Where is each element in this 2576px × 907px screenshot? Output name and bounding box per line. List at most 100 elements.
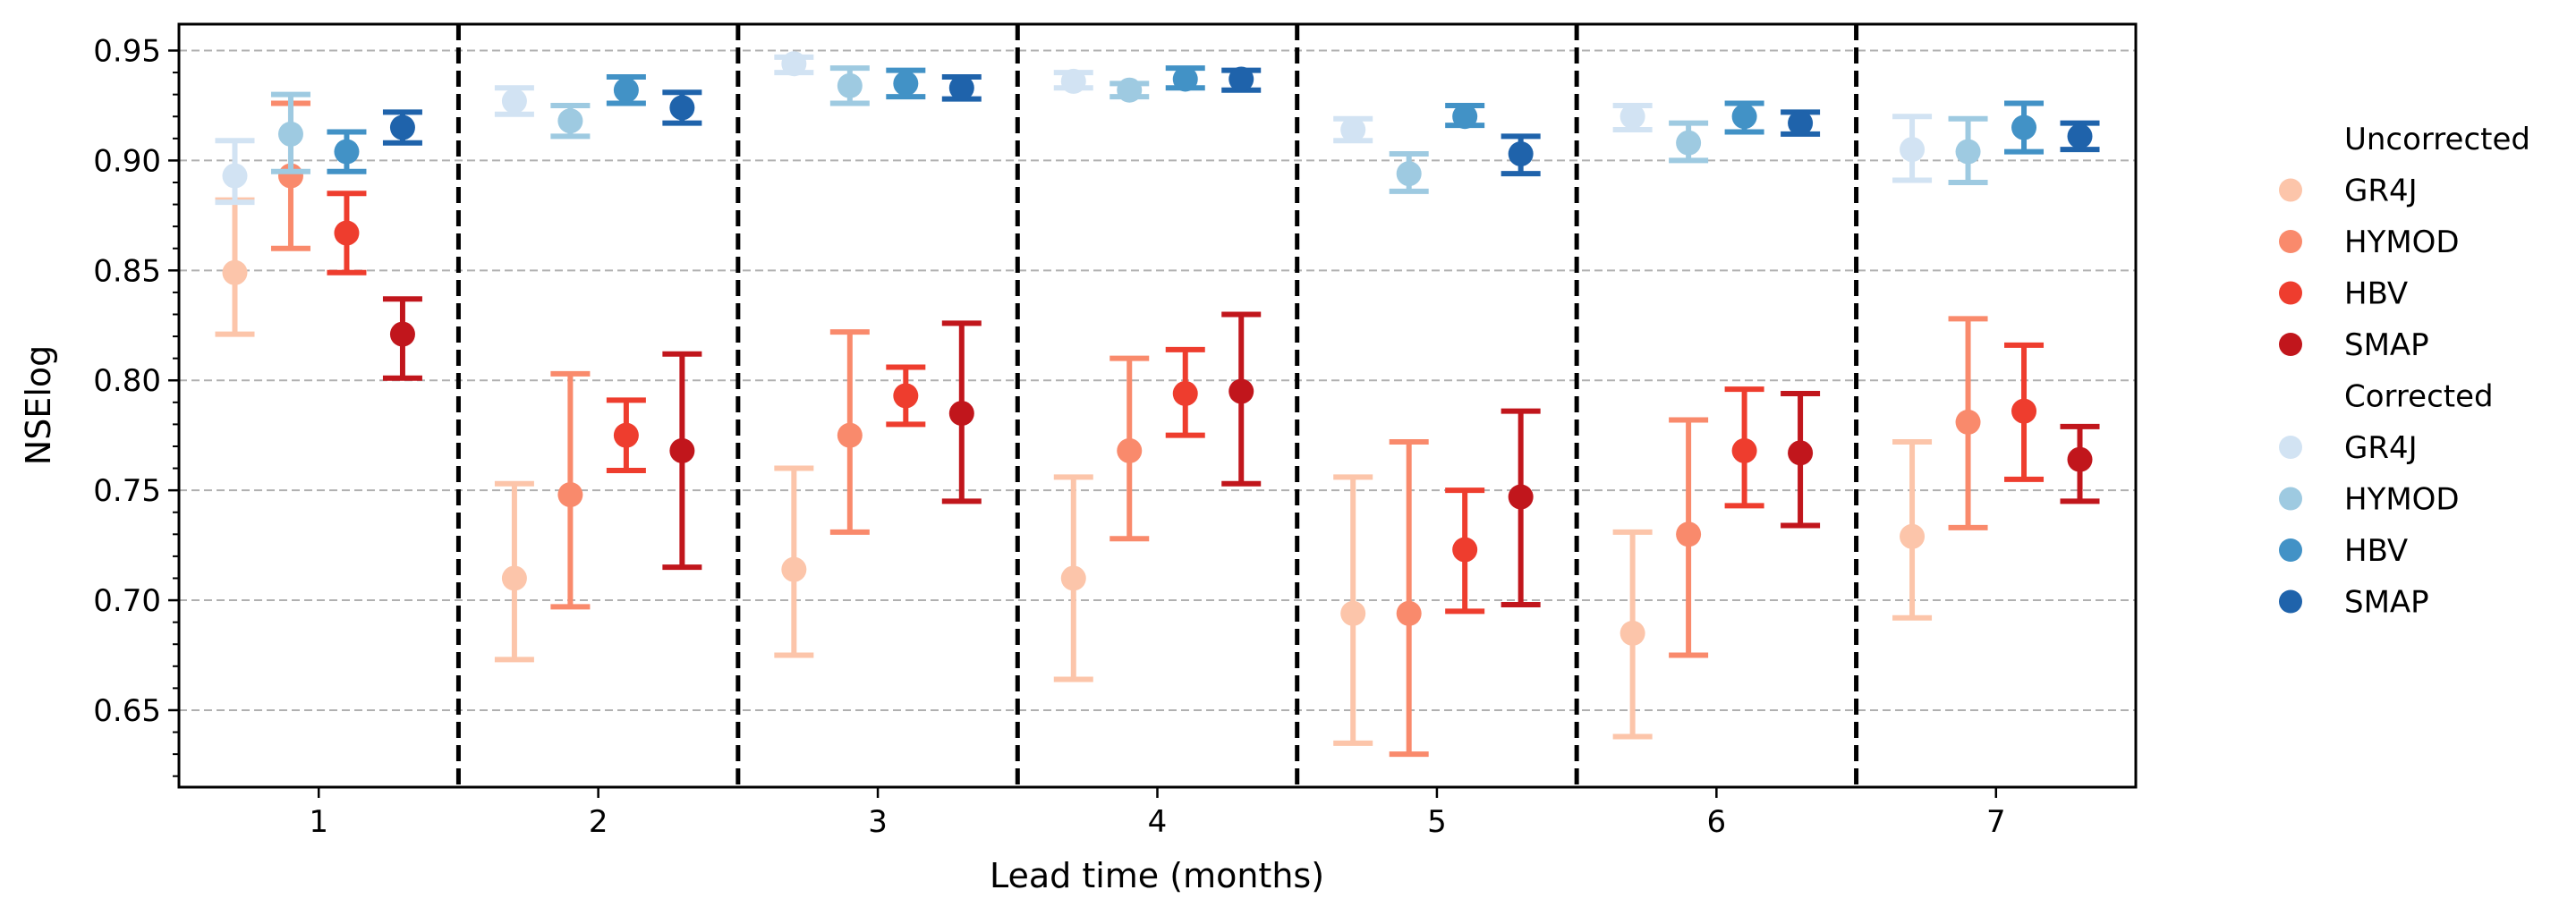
legend-marker [2279, 178, 2302, 202]
data-point [1955, 409, 1981, 435]
data-point [1228, 66, 1254, 92]
y-axis-ticks: 0.65 0.70 0.75 0.80 0.85 0.90 0.95 [93, 33, 179, 777]
data-point [948, 401, 974, 427]
series-corrected-hymod [270, 65, 1988, 194]
data-point [1731, 437, 1757, 463]
series-uncorrected-hymod [270, 100, 1988, 758]
series-uncorrected-hbv [327, 191, 2045, 615]
data-point [222, 259, 248, 285]
data-point [1396, 161, 1422, 187]
data-point [334, 220, 360, 246]
series-uncorrected-gr4j [215, 197, 1933, 746]
data-point [2067, 446, 2093, 472]
data-point [277, 121, 303, 147]
data-point [1117, 77, 1143, 103]
data-point [501, 565, 527, 591]
data-point [501, 89, 527, 114]
y-tick-label: 0.90 [93, 143, 161, 179]
data-point [613, 422, 639, 448]
data-point [1900, 523, 1926, 549]
y-tick-label: 0.85 [93, 253, 161, 289]
y-tick-label: 0.75 [93, 473, 161, 509]
y-tick-label: 0.65 [93, 693, 161, 729]
data-point [557, 108, 583, 134]
data-point [557, 482, 583, 508]
data-series [215, 51, 2100, 758]
data-point [613, 77, 639, 103]
data-point [837, 422, 863, 448]
data-point [1228, 378, 1254, 404]
legend-marker [2279, 436, 2302, 459]
data-point [2067, 123, 2093, 149]
y-tick-label: 0.80 [93, 363, 161, 399]
data-point [1620, 620, 1645, 646]
data-point [1060, 565, 1086, 591]
data-point [1172, 380, 1198, 406]
x-tick-label: 1 [309, 804, 328, 840]
legend-label: HYMOD [2344, 482, 2460, 518]
data-point [948, 75, 974, 101]
data-point [837, 72, 863, 98]
data-point [2011, 114, 2037, 140]
data-point [1060, 68, 1086, 94]
legend-label: SMAP [2344, 585, 2429, 621]
data-point [1508, 141, 1534, 167]
data-point [1172, 66, 1198, 92]
lead-time-dividers [455, 24, 1859, 787]
data-point [1955, 139, 1981, 165]
data-point [389, 321, 415, 347]
legend-marker [2279, 487, 2302, 511]
data-point [1340, 116, 1366, 142]
legend-label: HBV [2344, 533, 2408, 569]
data-point [2011, 398, 2037, 424]
legend-label: HYMOD [2344, 225, 2460, 260]
legend-marker [2279, 230, 2302, 253]
x-tick-label: 3 [868, 804, 888, 840]
legend-marker [2279, 333, 2302, 356]
legend-marker [2279, 538, 2302, 562]
data-point [1788, 110, 1814, 136]
y-tick-label: 0.70 [93, 583, 161, 619]
data-point [1117, 437, 1143, 463]
data-point [893, 71, 919, 97]
x-tick-label: 2 [589, 804, 608, 840]
data-point [1676, 130, 1702, 156]
data-point [1452, 537, 1478, 563]
data-point [1396, 600, 1422, 626]
x-tick-label: 6 [1707, 804, 1727, 840]
legend-marker [2279, 281, 2302, 305]
x-tick-label: 7 [1986, 804, 2006, 840]
data-point [781, 51, 807, 77]
legend-group-title: Corrected [2344, 379, 2494, 415]
plot-background [179, 24, 2136, 787]
data-point [669, 95, 695, 121]
y-axis-title: NSElog [19, 345, 58, 465]
series-corrected-smap [382, 66, 2100, 177]
x-axis-ticks: 1 2 3 4 5 6 7 [309, 787, 2006, 840]
x-tick-label: 4 [1148, 804, 1168, 840]
data-point [1340, 600, 1366, 626]
series-uncorrected-smap [382, 296, 2100, 607]
legend-label: GR4J [2344, 430, 2418, 466]
data-point [669, 437, 695, 463]
series-corrected-hbv [327, 65, 2045, 174]
data-point [1452, 104, 1478, 130]
series-corrected-gr4j [215, 51, 1933, 206]
grid-lines [179, 49, 2136, 711]
legend-label: HBV [2344, 276, 2408, 312]
data-point [222, 163, 248, 189]
data-point [1731, 104, 1757, 130]
data-point [1900, 137, 1926, 163]
data-point [1620, 104, 1645, 130]
data-point [781, 556, 807, 582]
data-point [1788, 440, 1814, 466]
data-point [1676, 521, 1702, 547]
legend-marker [2279, 589, 2302, 614]
data-point [389, 114, 415, 140]
legend-label: GR4J [2344, 174, 2418, 209]
legend-label: SMAP [2344, 327, 2429, 363]
data-point [334, 139, 360, 165]
y-tick-label: 0.95 [93, 33, 161, 69]
data-point [893, 383, 919, 409]
